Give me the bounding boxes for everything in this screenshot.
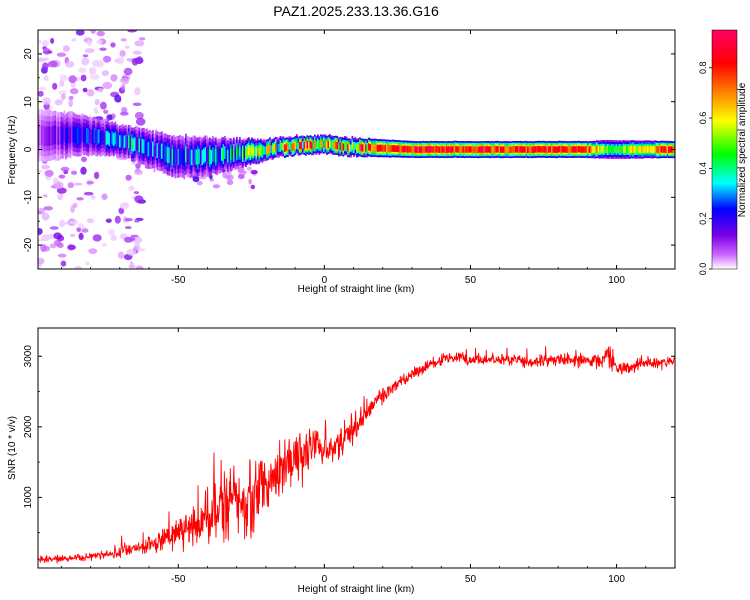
spectrogram-y-tick-label: -10 [23,190,34,205]
spectrogram-y-tick-label: 0 [23,146,34,152]
snr-panel: -50 0 50 100 1000 2000 3000 Height of straigh… [7,327,676,595]
spectrogram-y-label: Frequency (Hz) [7,116,18,185]
snr-y-tick-label: 3000 [23,345,34,368]
figure-title: PAZ1.2025.233.13.36.G16 [273,3,439,19]
spectrogram-x-label: Height of straight line (km) [298,284,415,295]
snr-x-axis: -50 0 50 100 [60,328,676,585]
spectrogram-panel: -50 0 50 100 -20 -10 0 10 20 Height of straight… [7,29,676,295]
spectrogram-x-tick-label: -50 [171,275,186,286]
colorbar-tick-label: 0.4 [698,162,708,175]
spectrogram-y-tick-label: 20 [23,48,34,60]
snr-x-tick-label: 100 [608,574,625,585]
colorbar-tick-label: 0.6 [698,112,708,125]
snr-x-label: Height of straight line (km) [298,584,415,595]
snr-y-tick-label: 2000 [23,415,34,438]
colorbar-gradient [711,29,738,270]
snr-y-tick-label: 1000 [23,486,34,509]
spectrogram-y-tick-label: -20 [23,237,34,252]
colorbar-label: Normalized spectral amplitude [737,82,748,217]
colorbar: 0.0 0.2 0.4 0.6 0.8 Normalized spectral ampl… [698,29,748,275]
snr-frame [37,327,676,569]
snr-x-tick-label: -50 [171,574,186,585]
snr-y-axis: 1000 2000 3000 [23,345,675,534]
snr-plot-area [38,328,675,568]
snr-x-tick-label: 50 [465,574,477,585]
spectrogram-x-tick-label: 50 [465,275,477,286]
spectrogram-x-axis: -50 0 50 100 [60,30,676,286]
colorbar-tick-label: 0.0 [698,263,708,276]
snr-line [38,346,675,564]
spectrogram-x-tick-label: 0 [322,275,328,286]
colorbar-tick-label: 0.8 [698,61,708,74]
snr-y-label: SNR (10 * v/v) [7,416,18,480]
colorbar-tick-label: 0.2 [698,212,708,225]
colorbar-axis: 0.0 0.2 0.4 0.6 0.8 [698,61,712,275]
spectrogram-y-tick-label: 10 [23,96,34,108]
snr-x-tick-label: 0 [322,574,328,585]
spectrogram-heatmap [38,30,675,269]
spectrogram-x-tick-label: 100 [608,275,625,286]
spectrogram-y-axis: -20 -10 0 10 20 [23,29,675,270]
